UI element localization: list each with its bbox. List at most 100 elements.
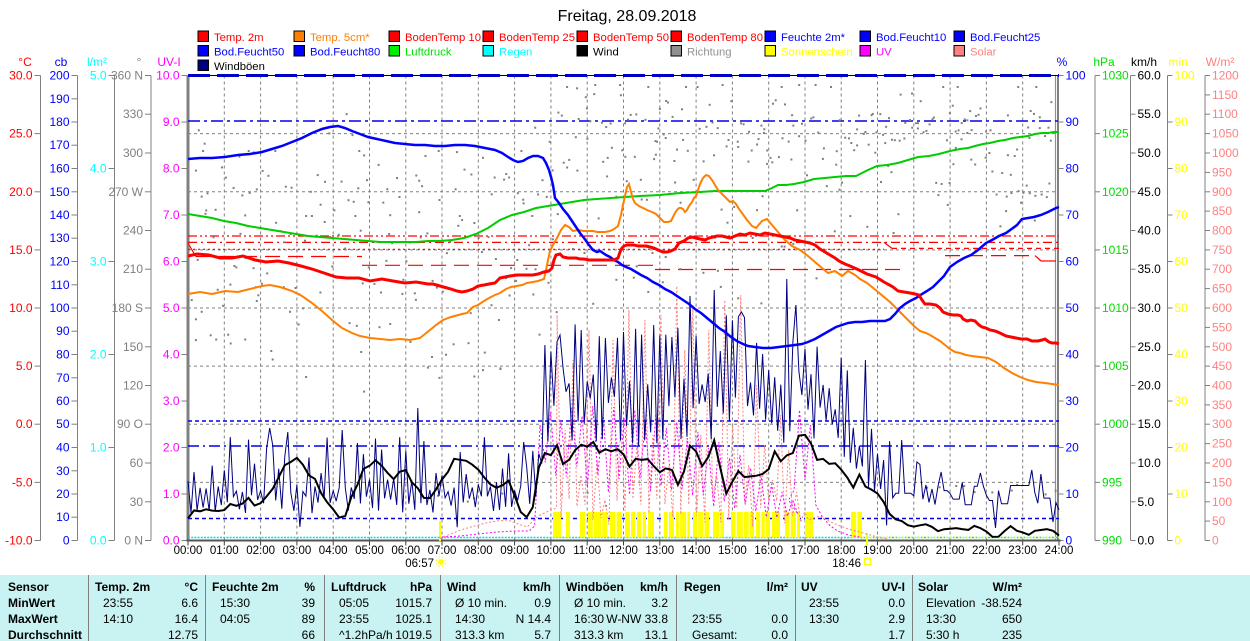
svg-text:1000: 1000	[1212, 146, 1239, 160]
svg-text:Bod.Feucht50: Bod.Feucht50	[214, 47, 284, 59]
svg-text:360 N: 360 N	[111, 69, 143, 83]
svg-text:0.0: 0.0	[90, 534, 107, 548]
svg-text:06:57: 06:57	[405, 558, 434, 570]
svg-text:270 W: 270 W	[108, 185, 143, 199]
svg-text:cb: cb	[55, 55, 68, 69]
svg-text:1.0: 1.0	[163, 487, 180, 501]
svg-text:60: 60	[1066, 255, 1080, 269]
svg-text:hPa: hPa	[1093, 55, 1115, 69]
svg-text:3.0: 3.0	[163, 394, 180, 408]
svg-text:180: 180	[49, 115, 69, 129]
svg-text:55.0: 55.0	[1138, 107, 1162, 121]
svg-text:30.0: 30.0	[1138, 301, 1162, 315]
svg-text:UV-I: UV-I	[157, 55, 180, 69]
svg-text:1025: 1025	[1102, 127, 1129, 141]
svg-text:18:00: 18:00	[827, 545, 856, 557]
svg-text:06:00: 06:00	[391, 545, 420, 557]
svg-text:-5.0: -5.0	[12, 475, 33, 489]
svg-text:995: 995	[1102, 475, 1122, 489]
svg-text:200: 200	[49, 69, 69, 83]
svg-text:0: 0	[1066, 534, 1073, 548]
svg-text:1005: 1005	[1102, 359, 1129, 373]
svg-text:30: 30	[130, 495, 144, 509]
svg-text:01:00: 01:00	[210, 545, 239, 557]
svg-text:15:00: 15:00	[718, 545, 747, 557]
svg-text:150: 150	[1212, 475, 1232, 489]
svg-text:40: 40	[1175, 348, 1189, 362]
svg-text:17:00: 17:00	[791, 545, 820, 557]
svg-text:0.0: 0.0	[1138, 534, 1155, 548]
svg-text:550: 550	[1212, 320, 1232, 334]
svg-text:80: 80	[1066, 162, 1080, 176]
svg-text:1200: 1200	[1212, 69, 1239, 83]
svg-text:70: 70	[1066, 208, 1080, 222]
svg-text:50: 50	[1212, 514, 1226, 528]
svg-text:03:00: 03:00	[283, 545, 312, 557]
svg-text:40: 40	[56, 441, 70, 455]
svg-text:12:00: 12:00	[609, 545, 638, 557]
svg-text:9.0: 9.0	[163, 115, 180, 129]
svg-text:300: 300	[123, 146, 143, 160]
svg-text:08:00: 08:00	[464, 545, 493, 557]
svg-text:160: 160	[49, 162, 69, 176]
svg-text:Temp. 2m: Temp. 2m	[214, 32, 264, 44]
svg-text:25.0: 25.0	[9, 127, 33, 141]
svg-text:l/m²: l/m²	[87, 55, 107, 69]
svg-text:BodenTemp 25: BodenTemp 25	[499, 32, 575, 44]
svg-text:20: 20	[1175, 441, 1189, 455]
svg-text:40.0: 40.0	[1138, 224, 1162, 238]
svg-text:4.0: 4.0	[163, 348, 180, 362]
svg-text:°: °	[137, 55, 142, 69]
svg-text:23:00: 23:00	[1008, 545, 1037, 557]
svg-text:20.0: 20.0	[1138, 379, 1162, 393]
svg-text:5.0: 5.0	[16, 359, 33, 373]
svg-text:950: 950	[1212, 165, 1232, 179]
svg-text:330: 330	[123, 107, 143, 121]
svg-text:Bod.Feucht80: Bod.Feucht80	[310, 47, 380, 59]
svg-text:400: 400	[1212, 379, 1232, 393]
svg-text:0 N: 0 N	[124, 534, 143, 548]
svg-text:450: 450	[1212, 359, 1232, 373]
svg-text:14:00: 14:00	[682, 545, 711, 557]
svg-text:70: 70	[1175, 208, 1189, 222]
svg-text:30: 30	[1175, 394, 1189, 408]
svg-text:10: 10	[1066, 487, 1080, 501]
svg-text:60: 60	[56, 394, 70, 408]
svg-text:Bod.Feucht25: Bod.Feucht25	[970, 32, 1040, 44]
svg-text:60: 60	[130, 456, 144, 470]
svg-text:Freitag, 28.09.2018: Freitag, 28.09.2018	[558, 8, 697, 25]
svg-text:100: 100	[1066, 69, 1086, 83]
svg-text:10.0: 10.0	[156, 69, 180, 83]
svg-text:1000: 1000	[1102, 417, 1129, 431]
svg-text:210: 210	[123, 262, 143, 276]
svg-text:900: 900	[1212, 185, 1232, 199]
svg-text:2.0: 2.0	[163, 441, 180, 455]
svg-text:Solar: Solar	[970, 47, 997, 59]
svg-text:750: 750	[1212, 243, 1232, 257]
svg-text:50: 50	[56, 417, 70, 431]
svg-text:km/h: km/h	[1131, 55, 1157, 69]
svg-text:0: 0	[1175, 534, 1182, 548]
svg-text:90 O: 90 O	[117, 417, 143, 431]
svg-text:80: 80	[1175, 162, 1189, 176]
svg-text:100: 100	[49, 301, 69, 315]
svg-text:5.0: 5.0	[90, 69, 107, 83]
svg-text:850: 850	[1212, 204, 1232, 218]
svg-text:240: 240	[123, 224, 143, 238]
svg-text:Feuchte 2m*: Feuchte 2m*	[781, 32, 846, 44]
svg-text:1050: 1050	[1212, 127, 1239, 141]
svg-text:190: 190	[49, 92, 69, 106]
svg-text:10: 10	[1175, 487, 1189, 501]
svg-text:1150: 1150	[1212, 88, 1238, 102]
svg-text:0.0: 0.0	[163, 534, 180, 548]
svg-text:100: 100	[1175, 69, 1195, 83]
svg-text:5.0: 5.0	[1138, 495, 1155, 509]
svg-text:90: 90	[1175, 115, 1189, 129]
svg-text:120: 120	[49, 255, 69, 269]
svg-text:8.0: 8.0	[163, 162, 180, 176]
svg-text:24:00: 24:00	[1045, 545, 1074, 557]
svg-text:04:00: 04:00	[319, 545, 348, 557]
svg-text:1.0: 1.0	[90, 441, 107, 455]
svg-text:09:00: 09:00	[500, 545, 529, 557]
svg-text:BodenTemp 80: BodenTemp 80	[687, 32, 763, 44]
